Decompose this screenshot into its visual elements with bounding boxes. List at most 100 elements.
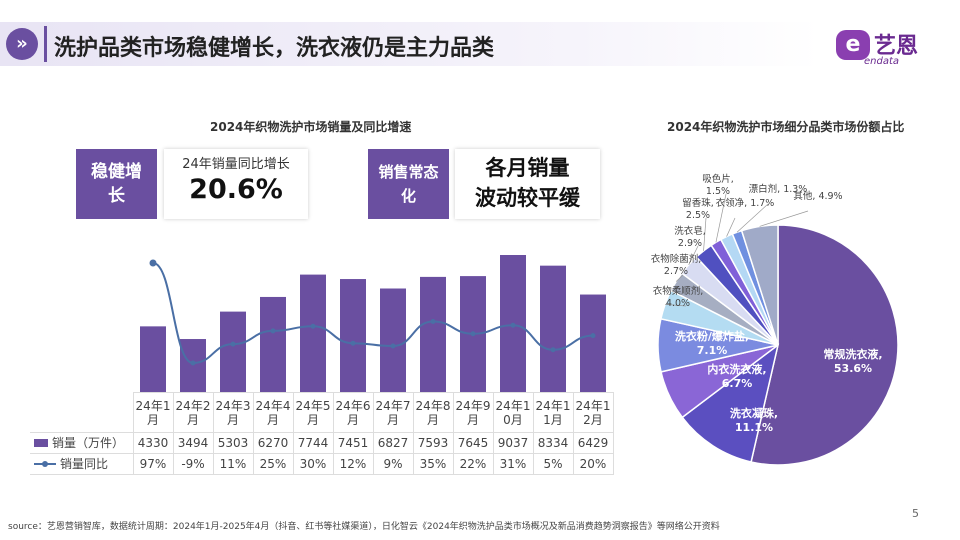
bar-2 bbox=[180, 339, 206, 392]
double-chevron-right-icon: » bbox=[6, 28, 38, 60]
category-label: 24年9 月 bbox=[452, 392, 494, 433]
logo-mark: e bbox=[836, 30, 870, 60]
sales-value: 7645 bbox=[452, 432, 494, 454]
sales-value: 6827 bbox=[372, 432, 414, 454]
yoy-value: 20% bbox=[572, 453, 614, 475]
category-label-line: 0月 bbox=[503, 412, 523, 427]
category-label-line: 月 bbox=[426, 412, 439, 427]
leader-line bbox=[675, 273, 685, 282]
pie-label: 洗衣粉/爆炸盐, 7.1% bbox=[674, 330, 750, 357]
yoy-point-12 bbox=[590, 333, 596, 339]
category-label-line: 24年1 bbox=[495, 398, 531, 413]
bar-3 bbox=[220, 311, 246, 392]
header-band bbox=[0, 22, 820, 66]
pie-label: 漂白剂, 1.3% bbox=[748, 184, 808, 195]
legend-yoy-label: 销量同比 bbox=[60, 457, 109, 471]
sales-value: 7451 bbox=[332, 432, 374, 454]
pie-label: 常规洗衣液, 53.6% bbox=[823, 348, 883, 375]
pie-label: 吸色片, 1.5% bbox=[702, 174, 734, 197]
pie-label: 衣物除菌剂, 2.7% bbox=[650, 254, 702, 277]
category-label-line: 月 bbox=[466, 412, 479, 427]
bar-5 bbox=[300, 274, 326, 392]
pie-label-value: 1.7% bbox=[750, 198, 775, 209]
category-label-line: 24年1 bbox=[575, 398, 611, 413]
yoy-value: 30% bbox=[292, 453, 334, 475]
yoy-point-9 bbox=[470, 331, 476, 337]
category-label-line: 24年1 bbox=[535, 398, 571, 413]
yoy-point-6 bbox=[350, 340, 356, 346]
category-label-line: 24年5 bbox=[295, 398, 331, 413]
pie-slice-1 bbox=[750, 224, 899, 466]
pie-label-value: 4.0% bbox=[665, 298, 691, 309]
pie-label-value: 11.1% bbox=[734, 421, 774, 434]
sales-value: 8334 bbox=[532, 432, 574, 454]
page-title: 洗护品类市场稳健增长，洗衣液仍是主力品类 bbox=[54, 36, 495, 61]
category-label-line: 月 bbox=[146, 412, 159, 427]
pie-label-name: 洗衣粉/爆炸盐 bbox=[674, 330, 745, 343]
category-label-line: 2月 bbox=[583, 412, 603, 427]
header-accent bbox=[44, 26, 47, 62]
pie-label-name: 内衣洗衣液 bbox=[707, 363, 763, 376]
page-number: 5 bbox=[912, 507, 919, 520]
category-label-line: 24年7 bbox=[375, 398, 411, 413]
category-label-line: 月 bbox=[346, 412, 359, 427]
yoy-value: 12% bbox=[332, 453, 374, 475]
corner-cell bbox=[30, 392, 134, 433]
sales-value: 7744 bbox=[292, 432, 334, 454]
pie-label-name: 衣物柔顺剂 bbox=[652, 286, 701, 297]
legend-sales: 销量（万件） bbox=[30, 432, 134, 454]
logo-subtext: endata bbox=[864, 56, 900, 67]
bar-12 bbox=[580, 294, 606, 392]
category-label-line: 24年9 bbox=[455, 398, 491, 413]
pie-label: 留香珠, 2.5% bbox=[682, 198, 714, 221]
leader-line bbox=[665, 304, 687, 307]
yoy-point-8 bbox=[430, 318, 436, 324]
bar-7 bbox=[380, 288, 406, 392]
growth-value: 20.6% bbox=[189, 174, 283, 205]
yoy-line bbox=[152, 262, 594, 365]
bar-1 bbox=[140, 326, 166, 392]
bar-chart-title: 2024年织物洗护市场销量及同比增速 bbox=[210, 120, 412, 134]
leader-line bbox=[736, 203, 769, 233]
pie-label: 内衣洗衣液, 6.7% bbox=[707, 363, 767, 390]
leader-line bbox=[703, 217, 707, 251]
source-note: source：艺恩营销智库，数据统计周期：2024年1月-2025年4月（抖音、… bbox=[8, 522, 720, 532]
yoy-value: 9% bbox=[372, 453, 414, 475]
category-label: 24年1 0月 bbox=[492, 392, 534, 433]
category-label-line: 月 bbox=[306, 412, 319, 427]
yoy-point-5 bbox=[310, 323, 316, 329]
category-label: 24年1 月 bbox=[132, 392, 174, 433]
pie-label-name: 常规洗衣液 bbox=[823, 348, 879, 361]
pie-label-value: 2.7% bbox=[663, 266, 689, 277]
category-label-line: 1月 bbox=[543, 412, 563, 427]
leader-line bbox=[759, 210, 809, 227]
pie-slice-12 bbox=[740, 224, 779, 346]
pie-label: 衣物柔顺剂, 4.0% bbox=[652, 286, 704, 309]
logo: e 艺恩 endata bbox=[836, 28, 936, 68]
yoy-point-10 bbox=[510, 322, 516, 328]
category-label-line: 24年4 bbox=[255, 398, 291, 413]
category-label-line: 24年2 bbox=[175, 398, 211, 413]
category-label-line: 月 bbox=[186, 412, 199, 427]
growth-label: 24年销量同比增长 bbox=[182, 157, 290, 172]
yoy-value: 5% bbox=[532, 453, 574, 475]
leader-line bbox=[726, 217, 736, 237]
logo-text: 艺恩 bbox=[874, 34, 919, 59]
badge-steady-growth: 稳健增长 bbox=[76, 149, 157, 219]
category-label-line: 24年3 bbox=[215, 398, 251, 413]
category-label: 24年3 月 bbox=[212, 392, 254, 433]
pie-slice-2 bbox=[681, 343, 780, 463]
legend-sales-label: 销量（万件） bbox=[52, 436, 125, 450]
pie-label-name: 衣领净 bbox=[715, 198, 745, 209]
pie-label-name: 衣物除菌剂 bbox=[650, 254, 699, 265]
sales-value: 5303 bbox=[212, 432, 254, 454]
pie-chart-title: 2024年织物洗护市场细分品类市场份额占比 bbox=[667, 120, 905, 134]
growth-card: 24年销量同比增长 20.6% bbox=[164, 149, 308, 219]
badge-normalized-sales: 销售常态化 bbox=[368, 149, 449, 219]
leader-line bbox=[715, 193, 727, 243]
category-label: 24年1 1月 bbox=[532, 392, 574, 433]
bar-6 bbox=[340, 279, 366, 392]
pie-label: 洗衣皂, 2.9% bbox=[674, 226, 706, 249]
